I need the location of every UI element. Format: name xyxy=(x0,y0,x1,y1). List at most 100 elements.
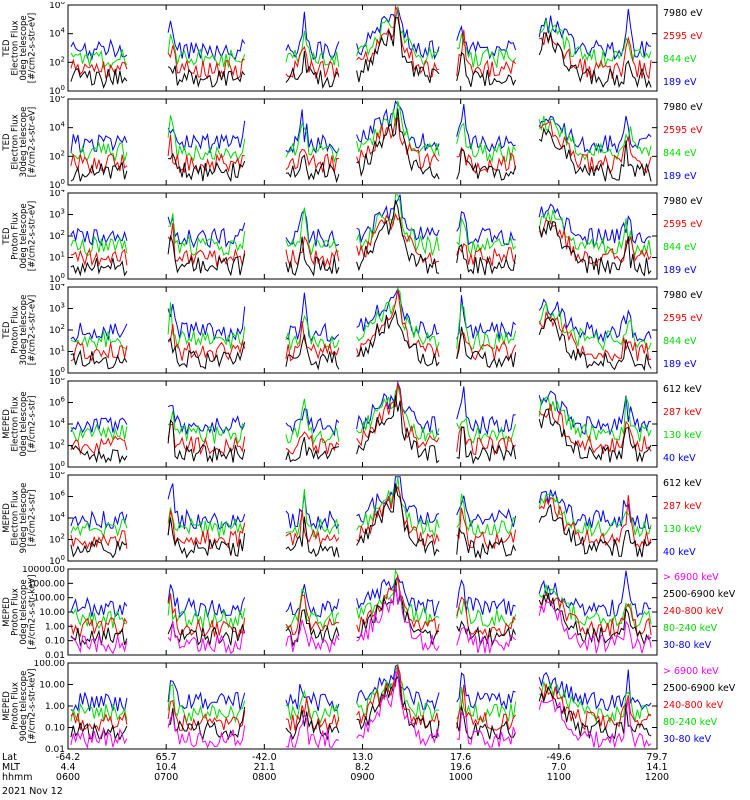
series-trace-4-3 xyxy=(70,287,652,352)
mlt-row-label: MLT xyxy=(2,762,20,773)
series-trace-1-3 xyxy=(70,6,652,69)
series-trace-3-2 xyxy=(70,212,652,269)
series-trace-1-2 xyxy=(70,4,652,81)
y-axis-label-line: 90deg telescope xyxy=(19,671,29,742)
y-axis-label-line: TED xyxy=(2,39,12,58)
y-axis-label-line: MEPED xyxy=(2,503,12,533)
y-axis-label-line: MEPED xyxy=(2,691,12,721)
y-axis-label-line: 0deg telescope xyxy=(19,203,29,268)
series-trace-8-1 xyxy=(70,670,652,750)
series-trace-4-1 xyxy=(70,309,652,372)
legend-entry: 844 eV xyxy=(663,148,697,159)
series-trace-8-4 xyxy=(70,664,652,725)
lat-row-label: Lat xyxy=(2,752,17,763)
x-tick-label: 10.4 xyxy=(156,762,177,773)
x-tick-label: -49.6 xyxy=(547,752,572,763)
y-axis-label-line: Proton Flux xyxy=(11,212,21,260)
legend-entry: 130 keV xyxy=(663,430,702,441)
y-axis-label-line: [#/cm2-s-str] xyxy=(28,490,38,547)
series-trace-7-3 xyxy=(70,574,652,639)
y-axis-label-line: 30deg telescope xyxy=(19,295,29,366)
x-tick-label: 0800 xyxy=(252,772,276,783)
x-tick-label: 19.6 xyxy=(450,762,471,773)
legend-entry: 7980 eV xyxy=(663,102,703,113)
x-tick-label: 7.0 xyxy=(551,762,566,773)
series-trace-7-1 xyxy=(70,585,652,655)
legend-entry: 30-80 keV xyxy=(663,640,712,651)
x-tick-label: 65.7 xyxy=(156,752,177,763)
y-tick-label: 102 xyxy=(49,439,65,452)
y-axis-label-line: 0deg telescope xyxy=(19,579,29,644)
y-axis-label-line: 0deg telescope xyxy=(19,391,29,456)
legend-entry: 2595 eV xyxy=(663,31,703,42)
flux-panel-7: 0.01 0.10 1.00 10.00 100.00 1000.00 10000.00 ME… xyxy=(2,566,736,661)
series-trace-7-2 xyxy=(70,580,652,648)
y-tick-label: 101 xyxy=(49,251,65,264)
y-tick-label: 0.01 xyxy=(45,651,65,661)
y-axis-label-line: [#/cm2-s-str-eV] xyxy=(28,295,38,365)
x-tick-label: 0600 xyxy=(56,772,80,783)
series-trace-8-3 xyxy=(70,665,652,733)
plot-frame xyxy=(67,286,658,374)
legend-entry: 612 keV xyxy=(663,384,702,395)
x-tick-label: 4.4 xyxy=(60,762,75,773)
legend-entry: 2595 eV xyxy=(663,219,703,230)
legend-entry: 287 keV xyxy=(663,407,702,418)
legend-entry: 189 eV xyxy=(663,265,697,276)
y-tick-label: 106 xyxy=(49,96,65,105)
legend-entry: 844 eV xyxy=(663,242,697,253)
series-trace-8-5 xyxy=(70,663,652,713)
y-tick-label: 0.10 xyxy=(45,724,65,734)
y-tick-label: 106 xyxy=(49,396,65,409)
y-axis-label-line: TED xyxy=(2,321,12,340)
y-tick-label: 10.00 xyxy=(39,608,65,618)
x-tick-label: 1000 xyxy=(449,772,473,783)
series-trace-3-3 xyxy=(70,194,652,257)
series-trace-5-2 xyxy=(70,382,652,456)
legend-entry: 7980 eV xyxy=(663,290,703,301)
y-tick-label: 102 xyxy=(49,55,65,68)
y-tick-label: 10000.00 xyxy=(22,566,65,575)
series-trace-6-3 xyxy=(70,476,652,539)
legend-entry: 130 keV xyxy=(663,524,702,535)
y-axis-label-line: TED xyxy=(2,133,12,152)
y-tick-label: 10.00 xyxy=(39,681,65,691)
legend-entry: > 6900 keV xyxy=(663,572,719,583)
series-trace-2-2 xyxy=(70,117,652,175)
series-trace-8-2 xyxy=(70,675,652,741)
y-tick-label: 103 xyxy=(49,302,65,315)
series-trace-4-2 xyxy=(70,289,652,362)
x-tick-label: 21.1 xyxy=(254,762,275,773)
legend-entry: 240-800 keV xyxy=(663,700,724,711)
y-axis-label-line: 90deg telescope xyxy=(19,483,29,554)
y-tick-label: 106 xyxy=(49,2,65,11)
legend-entry: 612 keV xyxy=(663,478,702,489)
legend-entry: 287 keV xyxy=(663,501,702,512)
legend-entry: 240-800 keV xyxy=(663,606,724,617)
y-tick-label: 103 xyxy=(49,208,65,221)
y-axis-label-line: Electron Flux xyxy=(11,396,21,451)
legend-entry: 7980 eV xyxy=(663,196,703,207)
x-tick-label: 13.0 xyxy=(352,752,373,763)
y-tick-label: 1.00 xyxy=(45,702,65,712)
x-tick-label: 1200 xyxy=(645,772,669,783)
x-tick-label: 0700 xyxy=(154,772,178,783)
legend-entry: 7980 eV xyxy=(663,8,703,19)
y-axis-label-line: TED xyxy=(2,227,12,246)
legend-entry: 80-240 keV xyxy=(663,717,718,728)
y-tick-label: 108 xyxy=(49,378,65,387)
x-tick-label: -42.0 xyxy=(252,752,277,763)
y-axis-label-line: 30deg telescope xyxy=(19,107,29,178)
y-tick-label: 102 xyxy=(49,323,65,336)
legend-entry: 40 keV xyxy=(663,547,696,558)
y-tick-label: 106 xyxy=(49,490,65,503)
plot-frame xyxy=(67,474,658,562)
y-tick-label: 0.01 xyxy=(45,745,65,755)
legend-entry: 2500-6900 keV xyxy=(663,589,736,600)
y-axis-label-line: Proton Flux xyxy=(11,306,21,354)
series-trace-5-1 xyxy=(70,395,652,465)
legend-entry: 844 eV xyxy=(663,54,697,65)
